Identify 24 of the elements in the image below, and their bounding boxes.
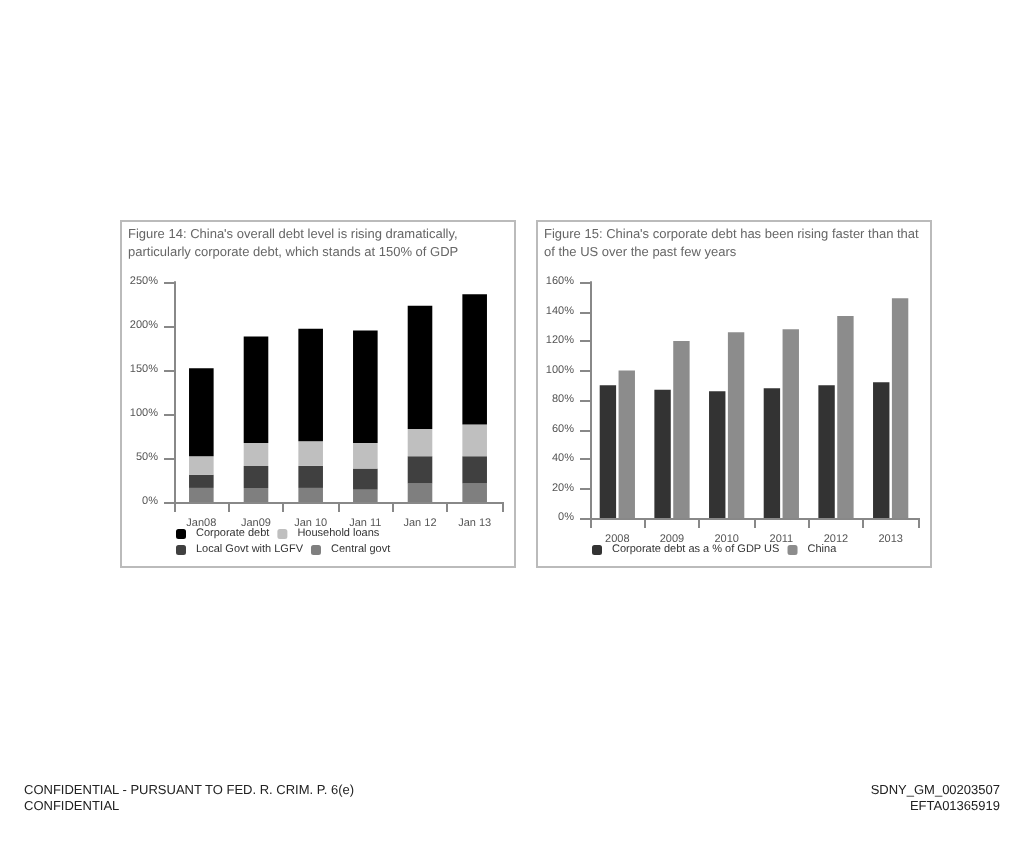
bar <box>298 328 323 442</box>
bar <box>763 388 781 518</box>
bar <box>243 336 269 444</box>
bar <box>407 305 433 429</box>
bar <box>599 385 617 518</box>
bar <box>189 368 214 457</box>
bar <box>189 456 214 475</box>
bar <box>298 465 323 488</box>
bar <box>709 391 726 518</box>
bar <box>407 428 433 457</box>
bar <box>243 465 269 488</box>
bar <box>818 385 835 518</box>
bar <box>407 456 433 484</box>
bar <box>353 330 378 444</box>
bar <box>462 294 487 425</box>
bar <box>298 441 323 466</box>
bar <box>189 474 214 488</box>
bar <box>243 443 269 466</box>
bar <box>654 389 671 518</box>
bar <box>873 382 890 518</box>
bar <box>353 443 378 469</box>
bar <box>462 424 487 457</box>
bar <box>462 456 487 484</box>
bar <box>353 468 378 490</box>
